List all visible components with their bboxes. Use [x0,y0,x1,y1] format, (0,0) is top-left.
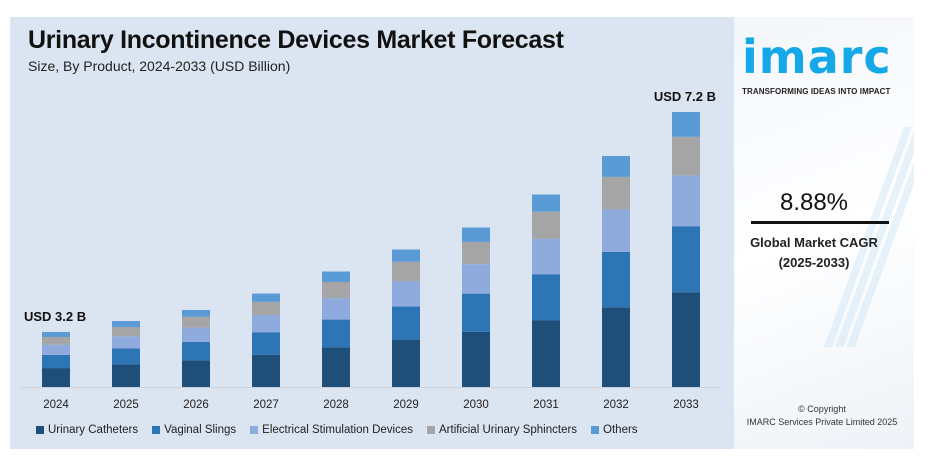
bar-segment [602,251,630,308]
x-tick-label: 2031 [533,399,559,411]
legend-item: Others [591,423,638,437]
bar-segment [182,341,210,361]
bar-segment [252,293,280,302]
company-name: IMARC Services Private Limited 2025 [746,417,898,427]
x-tick-label: 2024 [43,399,69,411]
x-tick-label: 2027 [253,399,279,411]
bar-segment [462,241,490,265]
bar-segment [532,238,560,275]
chart-title: Urinary Incontinence Devices Market Fore… [28,26,564,54]
bar-segment [672,292,700,387]
bar-segment [322,347,350,387]
bar-segment [672,226,700,293]
bar-segment [392,306,420,340]
bar-segment [462,331,490,387]
legend-label: Vaginal Slings [164,424,237,436]
bar-segment [532,274,560,321]
legend-label: Electrical Stimulation Devices [262,424,413,436]
legend-label: Urinary Catheters [48,424,139,436]
bar-segment [672,175,700,227]
bar-segment [112,321,140,327]
bar-segment [602,209,630,252]
bar-segment [392,261,420,282]
cagr-period: (2025-2033) [778,255,850,270]
legend-swatch [36,426,44,434]
tagline: TRANSFORMING IDEAS INTO IMPACT [742,87,891,96]
bar-segment [532,211,560,239]
legend-swatch [591,426,600,434]
bar-segment [322,281,350,299]
bar-segment [672,136,700,176]
legend-item: Electrical Stimulation Devices [250,423,413,437]
bar-segment [112,364,140,387]
bar-segment [182,327,210,342]
x-tick-label: 2032 [603,399,629,411]
divider [751,221,889,224]
bar-segment [392,249,420,262]
bar-segment [322,271,350,282]
bar-segment [462,227,490,242]
legend: Urinary Catheters Vaginal Slings Electrica… [36,423,638,437]
bar-segment [532,194,560,212]
data-label: USD 3.2 B [24,309,86,324]
stacked-bar-chart: 2024 USD 3.2 B 2025 2026 2027 2028 2029 2030 203… [22,89,720,411]
bar-segment [252,354,280,387]
bar-segment [112,336,140,349]
legend-label: Others [603,424,638,436]
legend-item: Artificial Urinary Sphincters [427,423,577,437]
x-tick-label: 2025 [113,399,139,411]
bar-segment [112,348,140,365]
legend-item: Vaginal Slings [152,423,236,437]
x-tick-label: 2026 [183,399,209,411]
bar-segment [322,319,350,348]
x-tick-label: 2030 [463,399,489,411]
x-tick-label: 2028 [323,399,349,411]
bar-segment [182,316,210,328]
bar-segment [462,293,490,332]
bar-segment [252,301,280,316]
cagr-label: Global Market CAGR (2025-2033) [734,233,894,273]
bar-segment [182,360,210,387]
cagr-value: 8.88% [779,189,849,216]
legend-swatch [250,426,259,434]
bar-segment [392,339,420,387]
legend-swatch [427,426,435,434]
bar-segment [182,310,210,317]
bar-segment [42,368,70,387]
bar-segment [42,336,70,345]
copyright-text: © Copyright [798,404,846,414]
bar-segment [602,176,630,210]
bar-segment [112,327,140,337]
bar-segment [532,320,560,387]
bar-segment [42,354,70,369]
bar-segment [462,264,490,294]
bar-segment [42,344,70,355]
data-label: USD 7.2 B [654,89,716,104]
bar-segment [602,156,630,177]
legend-label: Artificial Urinary Sphincters [439,424,578,436]
legend-item: Urinary Catheters [36,423,138,437]
legend-swatch [152,426,161,434]
side-panel: imarc TRANSFORMING IDEAS INTO IMPACT 8.8… [734,17,914,449]
bar-segment [672,112,700,137]
bar-segment [252,332,280,355]
bar-segment [322,298,350,320]
bar-segment [252,315,280,333]
bar-segment [602,307,630,387]
bar-segment [42,332,70,337]
cagr-label-text: Global Market CAGR [750,235,878,250]
bar-segment [392,281,420,307]
x-tick-label: 2033 [673,399,699,411]
chart-subtitle: Size, By Product, 2024-2033 (USD Billion… [28,58,291,74]
imarc-logo: imarc [742,30,892,84]
copyright: © Copyright IMARC Services Private Limit… [734,403,910,429]
x-tick-label: 2029 [393,399,419,411]
